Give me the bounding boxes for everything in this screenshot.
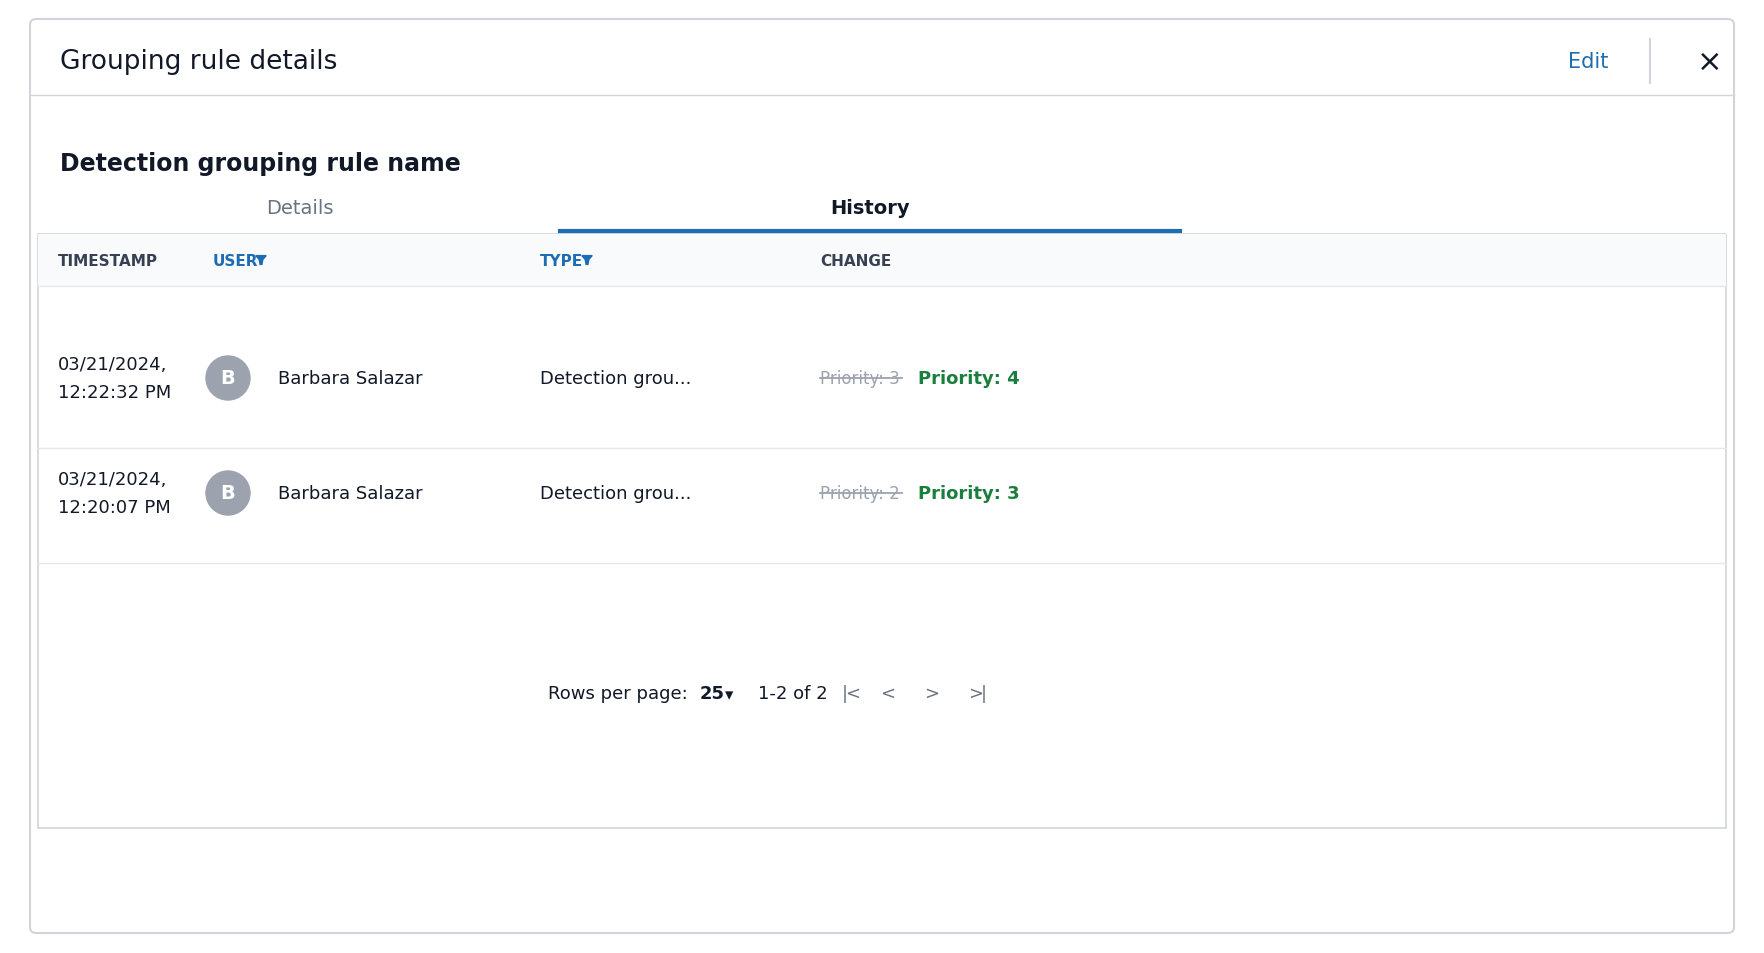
- Text: <: <: [880, 684, 896, 702]
- Text: 25: 25: [700, 684, 725, 702]
- Text: |: |: [841, 684, 848, 702]
- Text: Barbara Salazar: Barbara Salazar: [279, 484, 423, 502]
- Text: Detection grou...: Detection grou...: [540, 370, 691, 388]
- Text: ▾: ▾: [725, 685, 734, 703]
- Text: Detection grouping rule name: Detection grouping rule name: [60, 152, 460, 175]
- Circle shape: [206, 356, 250, 400]
- Text: >: >: [968, 684, 984, 702]
- Text: Detection grou...: Detection grou...: [540, 484, 691, 502]
- FancyBboxPatch shape: [39, 234, 1725, 828]
- Text: ×: ×: [1697, 48, 1723, 76]
- Text: History: History: [831, 199, 910, 218]
- Text: 12:22:32 PM: 12:22:32 PM: [58, 384, 171, 401]
- Text: Edit: Edit: [1568, 52, 1609, 71]
- Text: 03/21/2024,: 03/21/2024,: [58, 355, 168, 374]
- Text: B: B: [220, 484, 235, 503]
- Text: |: |: [981, 684, 988, 702]
- FancyBboxPatch shape: [39, 234, 1725, 287]
- Text: Details: Details: [266, 199, 333, 218]
- Text: Priority: 4: Priority: 4: [917, 370, 1020, 388]
- Polygon shape: [256, 256, 266, 265]
- Text: TYPE: TYPE: [540, 253, 584, 268]
- Text: USER: USER: [213, 253, 259, 268]
- Text: Rows per page:: Rows per page:: [549, 684, 688, 702]
- Text: >: >: [924, 684, 940, 702]
- Text: B: B: [220, 369, 235, 388]
- Text: CHANGE: CHANGE: [820, 253, 891, 268]
- Text: Grouping rule details: Grouping rule details: [60, 49, 337, 75]
- Text: TIMESTAMP: TIMESTAMP: [58, 253, 159, 268]
- Polygon shape: [582, 256, 593, 265]
- Text: Priority: 3: Priority: 3: [917, 484, 1020, 502]
- Circle shape: [206, 472, 250, 516]
- Text: Priority: 2: Priority: 2: [820, 484, 900, 502]
- Text: Barbara Salazar: Barbara Salazar: [279, 370, 423, 388]
- Text: <: <: [845, 684, 861, 702]
- FancyBboxPatch shape: [30, 20, 1734, 933]
- Text: 12:20:07 PM: 12:20:07 PM: [58, 498, 171, 517]
- Text: 03/21/2024,: 03/21/2024,: [58, 471, 168, 489]
- Text: 1-2 of 2: 1-2 of 2: [759, 684, 827, 702]
- Text: Priority: 3: Priority: 3: [820, 370, 900, 388]
